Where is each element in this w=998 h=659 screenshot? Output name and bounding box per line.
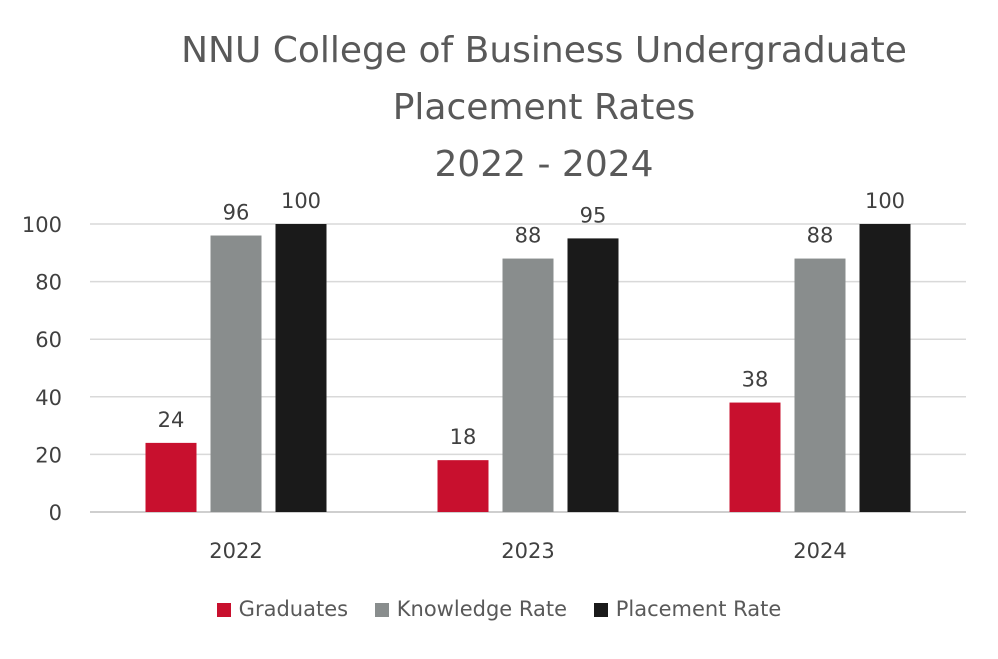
data-label: 88 (515, 224, 542, 248)
data-label: 24 (158, 408, 185, 432)
x-tick-label: 2024 (793, 539, 846, 563)
legend-label-placement-rate: Placement Rate (615, 597, 782, 621)
y-tick-label: 40 (35, 386, 62, 410)
legend-label-knowledge-rate: Knowledge Rate (396, 597, 568, 621)
legend-swatch-graduates (216, 603, 231, 617)
data-label: 100 (281, 189, 321, 213)
bar (210, 235, 262, 512)
y-tick-label: 0 (49, 501, 62, 525)
chart-title: NNU College of Business Undergraduate Pl… (0, 22, 998, 193)
y-tick-label: 20 (35, 443, 62, 467)
legend-item-graduates: Graduates (216, 597, 349, 621)
bar (567, 238, 619, 512)
data-label: 88 (807, 224, 834, 248)
bar (275, 224, 327, 512)
bar (502, 258, 554, 512)
data-label: 95 (580, 203, 607, 227)
bar (859, 224, 911, 512)
x-tick-label: 2022 (209, 539, 262, 563)
bar (145, 442, 197, 512)
y-tick-label: 80 (35, 271, 62, 295)
legend-item-placement-rate: Placement Rate (593, 597, 782, 621)
data-label: 18 (450, 425, 477, 449)
chart-title-line-3: 2022 - 2024 (434, 144, 654, 185)
data-label: 100 (865, 189, 905, 213)
legend-label-graduates: Graduates (238, 597, 349, 621)
x-tick-label: 2023 (501, 539, 554, 563)
y-tick-label: 60 (35, 328, 62, 352)
data-label: 38 (742, 368, 769, 392)
legend-swatch-knowledge-rate (374, 603, 389, 617)
bar (729, 402, 781, 512)
legend-swatch-placement-rate (593, 603, 608, 617)
chart-title-line-1: NNU College of Business Undergraduate (181, 30, 907, 71)
bar (437, 460, 489, 512)
legend-item-knowledge-rate: Knowledge Rate (374, 597, 568, 621)
legend: Graduates Knowledge Rate Placement Rate (0, 596, 998, 621)
y-tick-label: 100 (22, 213, 62, 237)
bar (794, 258, 846, 512)
data-label: 96 (223, 201, 250, 225)
chart-title-line-2: Placement Rates (392, 87, 696, 128)
